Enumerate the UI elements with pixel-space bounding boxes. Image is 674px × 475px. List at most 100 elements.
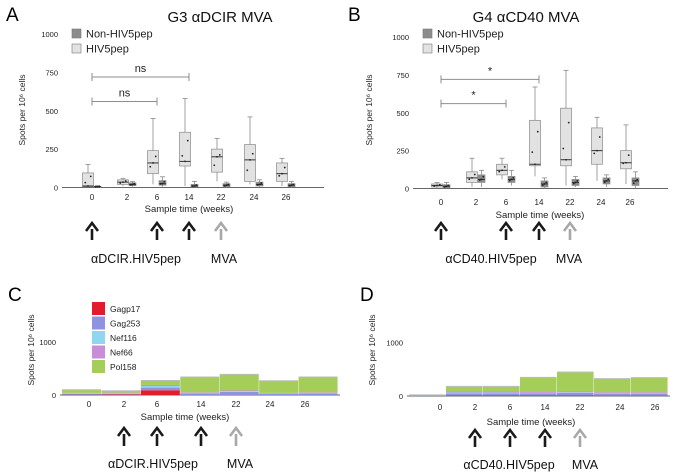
- hiv-box: [179, 98, 191, 186]
- bar-segment-nef66: [219, 390, 259, 392]
- bar-segment-nef116: [62, 393, 101, 394]
- hiv-box: [82, 164, 94, 188]
- bar-segment-gag253: [298, 393, 338, 395]
- bar-segment-pol158: [483, 386, 520, 392]
- bar-segment-gagp17: [140, 390, 180, 395]
- nonhiv-box: [287, 180, 296, 188]
- hiv-box: [431, 182, 443, 189]
- x-tick-label: 26: [626, 198, 635, 207]
- bar-segment-pol158: [101, 390, 141, 393]
- significance-label: ns: [119, 88, 131, 100]
- bar-segment-nef116: [180, 392, 220, 394]
- bar-segment-gag253: [101, 393, 141, 395]
- legend-swatch-nef66: [92, 345, 105, 359]
- panel-letter-a: A: [6, 5, 19, 26]
- bar-segment-pol158: [180, 377, 220, 393]
- y-tick-label: 500: [396, 109, 409, 118]
- hiv-box: [276, 157, 288, 186]
- vaccine-label: αDCIR.HIV5pep: [91, 252, 181, 266]
- bar-segment-gag253: [259, 393, 299, 395]
- x-axis-label: Sample time (weeks): [141, 412, 230, 423]
- legend-label: Nef66: [110, 348, 133, 358]
- bar-segment-gag253: [594, 393, 631, 396]
- vaccination-arrow: [467, 427, 483, 447]
- bar-segment-gag253: [631, 393, 668, 396]
- bar-segment-nef66: [520, 392, 557, 393]
- panel-letter-d: D: [360, 285, 374, 306]
- significance-bracket: ns: [91, 63, 190, 81]
- bar-segment-pol158: [594, 378, 631, 393]
- bar-segment-gag253: [446, 393, 483, 396]
- bar-segment-nef116: [594, 393, 631, 394]
- hiv-box: [211, 137, 223, 182]
- hiv-box: [529, 86, 541, 177]
- legend-swatch-hiv: [71, 43, 82, 54]
- x-tick-label: 0: [87, 400, 92, 409]
- bar-segment-nef66: [594, 392, 631, 394]
- legend: Non-HIV5pep HIV5pep: [71, 28, 153, 56]
- x-tick-label: 0: [90, 193, 95, 202]
- x-axis-label: Sample time (weeks): [145, 204, 234, 215]
- nonhiv-box: [602, 174, 611, 187]
- nonhiv-box: [442, 182, 451, 189]
- bar-segment-nef66: [259, 392, 299, 394]
- hiv-box: [560, 69, 572, 186]
- bar-segment-nef66: [101, 392, 141, 394]
- legend: Non-HIV5pep HIV5pep: [422, 28, 504, 56]
- legend-swatch-nonhiv: [422, 28, 433, 39]
- x-tick-label: 24: [616, 403, 625, 412]
- legend-label: HIV5pep: [86, 44, 129, 56]
- vaccine-label: αCD40.HIV5pep: [445, 252, 536, 266]
- bar-segment-pol158: [631, 377, 668, 393]
- y-tick-label: 750: [396, 71, 409, 80]
- bar-segment-gag253: [140, 387, 180, 391]
- bar-segment-nef66: [298, 392, 338, 393]
- x-tick-label: 24: [250, 193, 259, 202]
- bar-segment-gag253: [557, 392, 594, 396]
- y-axis-label: Spots per 10⁶ cells: [17, 74, 27, 145]
- legend-label: Nef116: [110, 333, 137, 343]
- hiv-box: [620, 124, 632, 184]
- bar-segment-nef66: [180, 392, 220, 393]
- bar-segment-gag253: [483, 393, 520, 396]
- nonhiv-box: [571, 175, 580, 187]
- legend-swatch-nonhiv: [71, 28, 82, 39]
- x-tick-label: 22: [566, 198, 575, 207]
- significance-bracket: *: [440, 90, 507, 108]
- bar-segment-nef116: [298, 392, 338, 394]
- legend-swatch-hiv: [422, 43, 433, 54]
- vaccination-arrow: [181, 220, 197, 240]
- y-axis-label: Spots per 10⁶ cells: [367, 314, 377, 385]
- hiv-box: [244, 116, 256, 185]
- y-axis-label: Spots per 10⁶ cells: [26, 314, 36, 385]
- legend-swatch-pol158: [92, 360, 105, 373]
- x-axis-label: Sample time (weeks): [487, 417, 576, 428]
- bar-segment-pol158: [557, 372, 594, 392]
- vaccination-arrow: [537, 427, 553, 447]
- bar-segment-pol158: [520, 377, 557, 392]
- panel-letter-c: C: [8, 285, 22, 306]
- hiv-box: [591, 116, 603, 181]
- bar-segment-gagp17: [557, 395, 594, 396]
- vaccination-arrow: [149, 220, 165, 240]
- bar-segment-gagp17: [101, 394, 141, 395]
- x-tick-label: 6: [155, 193, 160, 202]
- nonhiv-box: [255, 179, 264, 187]
- bar-segment-pol158: [298, 377, 338, 393]
- nonhiv-box: [190, 180, 199, 188]
- bar-segment-nef66: [140, 384, 180, 387]
- bar-segment-nef66: [557, 391, 594, 393]
- vaccine-label: αCD40.HIV5pep: [463, 458, 554, 472]
- y-tick-label: 0: [399, 392, 403, 401]
- bar-segment-pol158: [446, 386, 483, 392]
- significance-bracket: ns: [91, 88, 158, 106]
- vaccination-arrow: [502, 427, 518, 447]
- chart-title: G3 αDCIR MVA: [167, 9, 272, 26]
- y-tick-label: 1000: [41, 30, 58, 39]
- significance-bracket: *: [440, 65, 540, 84]
- nonhiv-box: [477, 169, 486, 187]
- x-tick-label: 0: [438, 403, 443, 412]
- nonhiv-box: [507, 169, 516, 186]
